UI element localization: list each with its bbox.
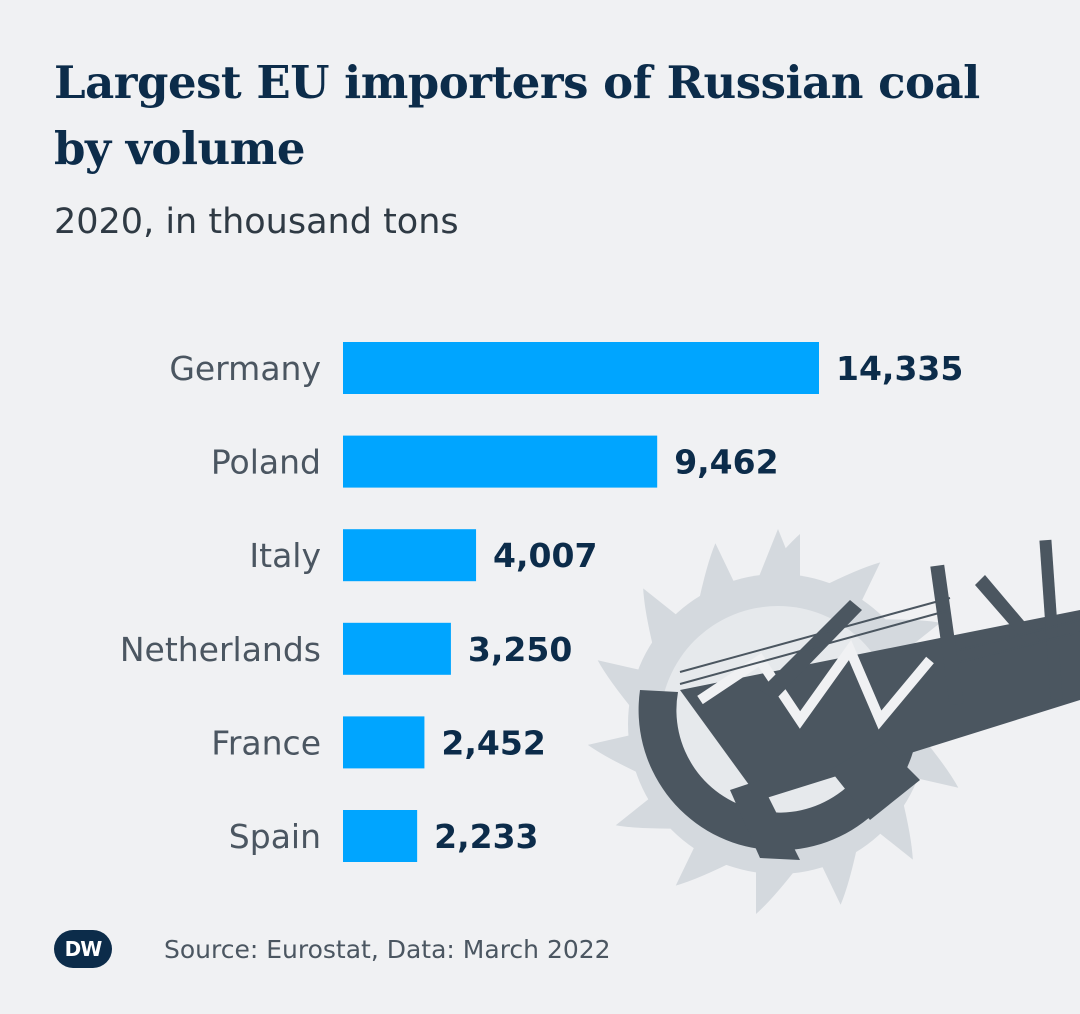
bar bbox=[343, 435, 658, 488]
bar bbox=[343, 529, 477, 582]
category-label: France bbox=[211, 723, 321, 762]
source-note: Source: Eurostat, Data: March 2022 bbox=[164, 934, 611, 964]
category-label: Spain bbox=[229, 817, 321, 856]
bar bbox=[343, 342, 819, 394]
category-label: Germany bbox=[169, 349, 321, 388]
value-label: 2,452 bbox=[441, 723, 545, 762]
value-label: 9,462 bbox=[674, 443, 778, 482]
bar bbox=[343, 716, 425, 769]
footer: DW Source: Eurostat, Data: March 2022 bbox=[54, 930, 611, 968]
category-label: Italy bbox=[249, 536, 321, 575]
value-label: 3,250 bbox=[468, 630, 572, 669]
bar bbox=[343, 810, 418, 862]
value-label: 14,335 bbox=[836, 349, 963, 388]
chart-subtitle: 2020, in thousand tons bbox=[54, 202, 459, 242]
dw-logo: DW bbox=[54, 930, 112, 968]
bar bbox=[343, 622, 451, 675]
category-label: Netherlands bbox=[120, 630, 321, 669]
chart-title: Largest EU importers of Russian coal by … bbox=[54, 56, 980, 175]
value-label: 2,233 bbox=[434, 817, 538, 856]
category-label: Poland bbox=[211, 443, 321, 482]
value-label: 4,007 bbox=[493, 536, 597, 575]
